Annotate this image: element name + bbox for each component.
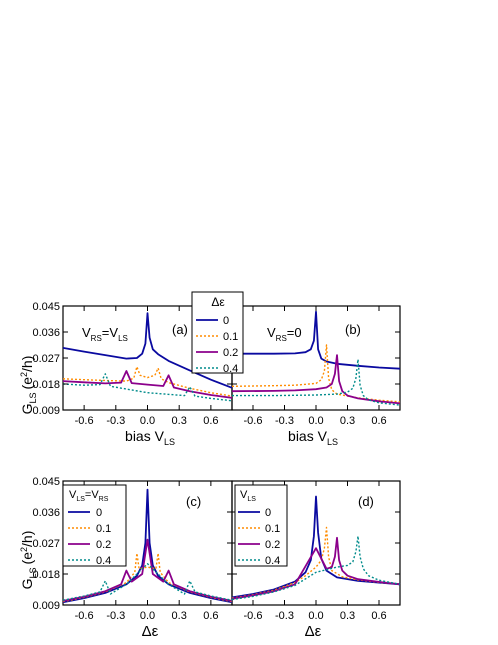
x-tick-label-c-0: -0.6	[75, 610, 94, 622]
x-tick-label-c-2: 0.0	[140, 610, 155, 622]
x-tick-label-b-0: -0.6	[244, 415, 263, 427]
series-line-a-0	[62, 312, 233, 389]
legend-c-entries: 0 0.1 0.2 0.4	[68, 507, 111, 567]
legend-d: VLS 0 0.1 0.2 0.4	[234, 484, 288, 567]
legend-c-entries-label-1: 0.1	[96, 523, 111, 535]
y-tick-label-a-2: 0.027	[32, 353, 60, 365]
x-tick-label-d-0: -0.6	[244, 610, 263, 622]
y-tick-label-c-4: 0.045	[32, 476, 60, 488]
legend-c-entries-label-0: 0	[96, 507, 102, 519]
series-line-d-3	[231, 535, 401, 601]
series-line-c-0	[62, 488, 233, 604]
series-line-b-1	[231, 344, 401, 403]
legend-top-entries-label-2: 0.2	[223, 347, 238, 359]
x-axis-label-c: Δε	[142, 623, 159, 640]
x-tick-label-c-3: 0.3	[172, 610, 187, 622]
legend-d-title: VLS	[240, 489, 256, 503]
legend-top-entries-label-3: 0.4	[223, 363, 238, 375]
panel-d-letter: (d)	[358, 494, 374, 509]
y-tick-label-c-0: 0.009	[32, 600, 60, 612]
series-line-d-0	[231, 495, 401, 599]
legend-c-box	[62, 484, 127, 567]
legend-d-entries: 0 0.1 0.2 0.4	[238, 507, 280, 567]
y-tick-label-c-2: 0.027	[32, 538, 60, 550]
y-tick-label-c-1: 0.018	[32, 569, 60, 581]
panel-b-condition: VRS=0	[267, 325, 302, 343]
legend-d-entries-label-0: 0	[265, 507, 271, 519]
y-axis-label-bottom: GLS(e2/h)	[19, 531, 38, 590]
x-axis-label-a: bias VLS	[125, 428, 175, 447]
x-tick-label-b-2: 0.0	[308, 415, 323, 427]
series-line-c-3	[62, 563, 233, 601]
y-tick-label-a-1: 0.018	[32, 379, 60, 391]
y-tick-label-a-4: 0.045	[32, 301, 60, 313]
series-line-c-2	[62, 538, 233, 602]
x-tick-label-d-2: 0.0	[308, 610, 323, 622]
series-line-b-2	[231, 354, 401, 405]
x-tick-label-a-2: 0.0	[140, 415, 155, 427]
legend-c: VLS=VRS 0 0.1 0.2 0.4	[62, 484, 127, 567]
legend-top-entries-label-0: 0	[223, 315, 229, 327]
legend-top: Δε 0 0.1 0.2 0.4	[191, 291, 244, 375]
x-tick-label-a-1: -0.3	[106, 415, 125, 427]
x-tick-label-a-3: 0.3	[172, 415, 187, 427]
panel-a-condition: VRS=VLS	[82, 325, 128, 343]
x-axis-label-d: Δε	[305, 623, 322, 640]
y-axis-label-top: GLS(e2/h)	[19, 356, 38, 415]
legend-d-box	[234, 484, 288, 567]
x-tick-label-b-4: 0.6	[371, 415, 386, 427]
x-tick-label-c-4: 0.6	[203, 610, 218, 622]
chart-curves	[62, 310, 401, 604]
x-tick-label-d-4: 0.6	[371, 610, 386, 622]
x-tick-label-d-3: 0.3	[340, 610, 355, 622]
x-tick-label-b-3: 0.3	[340, 415, 355, 427]
y-tick-label-a-0: 0.009	[32, 405, 60, 417]
legend-top-entries: 0 0.1 0.2 0.4	[196, 315, 238, 375]
x-tick-label-a-0: -0.6	[75, 415, 94, 427]
legend-c-title: VLS=VRS	[69, 489, 109, 503]
x-axis-label-b: bias VLS	[288, 428, 338, 447]
series-line-d-1	[231, 526, 401, 599]
series-line-b-0	[232, 310, 401, 370]
series-line-d-2	[231, 536, 401, 600]
y-tick-label-a-3: 0.036	[32, 327, 60, 339]
legend-d-entries-label-1: 0.1	[265, 523, 280, 535]
panel-c-letter: (c)	[186, 494, 201, 509]
legend-top-entries-label-1: 0.1	[223, 331, 238, 343]
legend-d-entries-label-2: 0.2	[265, 539, 280, 551]
x-tick-label-a-4: 0.6	[203, 415, 218, 427]
legend-c-entries-label-2: 0.2	[96, 539, 111, 551]
panel-b-letter: (b)	[345, 322, 361, 337]
x-tick-label-b-1: -0.3	[275, 415, 294, 427]
series-line-b-3	[232, 358, 401, 406]
legend-top-title: Δε	[211, 295, 225, 309]
legend-c-entries-label-3: 0.4	[96, 555, 111, 567]
y-tick-label-c-3: 0.036	[32, 507, 60, 519]
panel-a-letter: (a)	[172, 322, 188, 337]
chart-ticks: -0.6 -0.3 0.0 0.3 0.6 0.009 0.018 0.027 0.036 0.0…	[32, 301, 400, 622]
series-line-a-2	[62, 370, 233, 399]
x-tick-label-c-1: -0.3	[106, 610, 125, 622]
x-tick-label-d-1: -0.3	[275, 610, 294, 622]
series-line-a-1	[62, 366, 233, 397]
legend-d-entries-label-3: 0.4	[265, 555, 280, 567]
legend-top-box	[191, 291, 244, 374]
